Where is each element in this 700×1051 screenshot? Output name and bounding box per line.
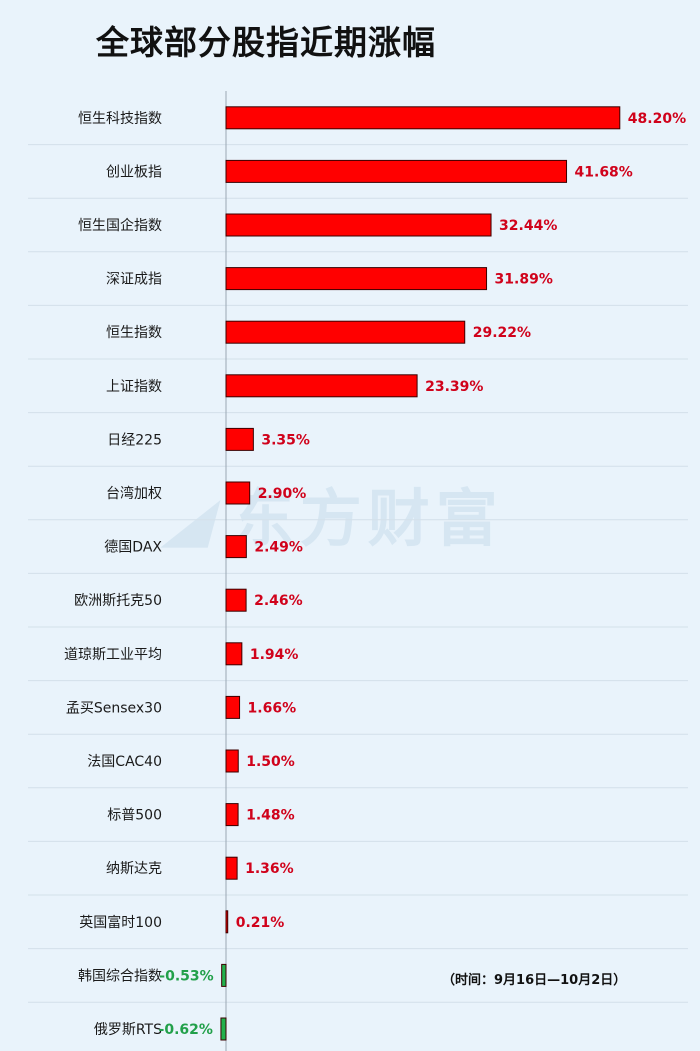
- category-label: 创业板指: [106, 164, 162, 180]
- value-label: 23.39%: [425, 379, 483, 395]
- category-label: 恒生国企指数: [78, 217, 162, 234]
- bar: [225, 910, 229, 934]
- bar: [225, 535, 247, 559]
- category-label: 台湾加权: [106, 485, 162, 502]
- category-label: 恒生指数: [106, 325, 162, 341]
- bar: [225, 588, 247, 612]
- bar: [225, 213, 492, 237]
- category-label: 标普500: [107, 808, 162, 824]
- value-label: -0.62%: [159, 1022, 213, 1038]
- category-label: 道琼斯工业平均: [64, 647, 162, 663]
- value-label: 2.46%: [254, 593, 303, 609]
- category-label: 德国DAX: [104, 540, 162, 556]
- category-label: 上证指数: [106, 379, 162, 395]
- value-label: 2.49%: [254, 540, 303, 556]
- value-label: 48.20%: [628, 111, 686, 127]
- category-label: 欧洲斯托克50: [74, 593, 162, 609]
- bar: [225, 267, 488, 291]
- value-label: 31.89%: [495, 272, 553, 288]
- bar: [225, 427, 254, 451]
- bar: [221, 963, 227, 987]
- chart-title: 全球部分股指近期涨幅: [96, 23, 436, 62]
- bar: [225, 159, 568, 183]
- value-label: 2.90%: [258, 486, 307, 502]
- value-label: 41.68%: [575, 164, 633, 180]
- value-label: 1.94%: [250, 647, 299, 663]
- category-label: 法国CAC40: [87, 754, 162, 770]
- value-label: 1.36%: [245, 861, 294, 877]
- bar: [225, 695, 241, 719]
- category-label: 日经225: [107, 432, 162, 448]
- bar: [225, 749, 239, 773]
- category-label: 深证成指: [106, 272, 162, 288]
- bar: [225, 642, 243, 666]
- bar: [225, 320, 466, 344]
- value-label: -0.53%: [159, 968, 213, 984]
- bar: [225, 106, 621, 130]
- value-label: 1.48%: [246, 808, 295, 824]
- value-label: 0.21%: [236, 915, 285, 931]
- date-range-note: （时间：9月16日—10月2日）: [442, 973, 627, 988]
- category-label: 恒生科技指数: [78, 111, 162, 127]
- bar: [225, 374, 418, 398]
- category-label: 英国富时100: [79, 914, 162, 931]
- value-label: 1.50%: [246, 754, 295, 770]
- category-label: 俄罗斯RTS: [94, 1022, 162, 1038]
- value-label: 3.35%: [261, 432, 310, 448]
- bar: [225, 803, 239, 827]
- bar: [220, 1017, 227, 1041]
- value-label: 1.66%: [248, 700, 297, 716]
- category-label: 韩国综合指数: [78, 968, 162, 984]
- bar: [225, 856, 238, 880]
- watermark: ◢东方财富: [158, 468, 504, 558]
- bar: [225, 481, 251, 505]
- watermark-text: 东方财富: [231, 482, 504, 555]
- category-label: 纳斯达克: [106, 861, 162, 877]
- category-label: 孟买Sensex30: [66, 700, 162, 716]
- value-label: 29.22%: [473, 325, 531, 341]
- value-label: 32.44%: [499, 218, 557, 234]
